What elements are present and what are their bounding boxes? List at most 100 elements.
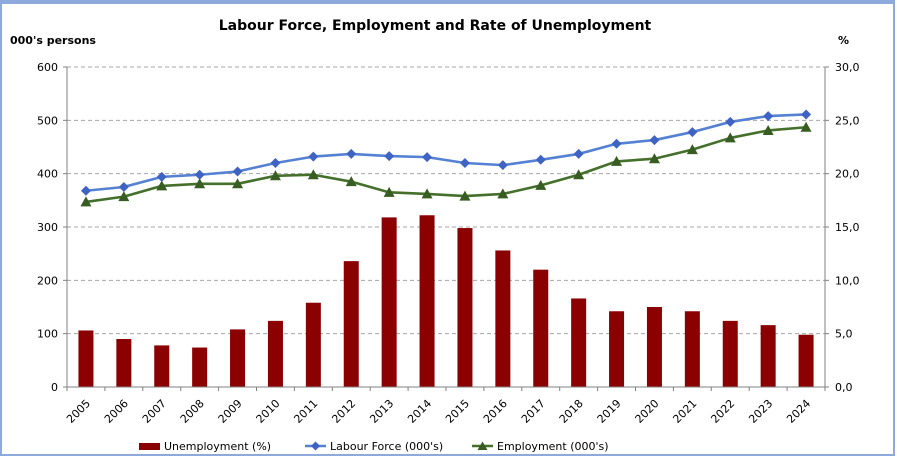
bar-2024 bbox=[798, 334, 814, 387]
employment-point-2008 bbox=[194, 178, 206, 189]
bar-2005 bbox=[78, 330, 94, 387]
x-label-2011: 2011 bbox=[291, 397, 320, 426]
labour-point-2011 bbox=[308, 151, 319, 162]
bar-2017 bbox=[533, 269, 549, 387]
x-label-2023: 2023 bbox=[746, 397, 775, 426]
bar-2016 bbox=[495, 250, 511, 387]
labour-point-2014 bbox=[422, 152, 433, 163]
right-axis-unit-label: % bbox=[838, 34, 850, 47]
x-label-2009: 2009 bbox=[216, 397, 245, 426]
bar-2015 bbox=[457, 228, 473, 387]
left-tick-100: 100 bbox=[37, 328, 58, 341]
labour-point-2024 bbox=[801, 109, 812, 120]
employment-point-2011 bbox=[307, 169, 319, 180]
legend-bar-swatch bbox=[139, 443, 160, 450]
labour-point-2018 bbox=[573, 148, 584, 159]
employment-point-2023 bbox=[762, 124, 774, 135]
labour-point-2009 bbox=[232, 166, 243, 177]
right-tick-15-0: 15,0 bbox=[835, 221, 860, 234]
bar-2021 bbox=[684, 311, 700, 387]
employment-point-2010 bbox=[269, 170, 281, 181]
employment-point-2018 bbox=[573, 169, 585, 180]
employment-point-2016 bbox=[497, 188, 509, 199]
employment-point-2022 bbox=[724, 132, 736, 143]
gridlines bbox=[67, 66, 825, 335]
right-tick-30-0: 30,0 bbox=[835, 61, 860, 74]
labour-point-2010 bbox=[270, 158, 281, 168]
employment-point-2019 bbox=[611, 155, 623, 166]
bar-2010 bbox=[267, 320, 283, 387]
right-tick-25-0: 25,0 bbox=[835, 114, 860, 127]
labour-point-2015 bbox=[459, 158, 470, 168]
x-label-2014: 2014 bbox=[405, 397, 434, 426]
x-label-2006: 2006 bbox=[102, 397, 131, 426]
labour-point-2021 bbox=[687, 127, 698, 138]
bar-2014 bbox=[419, 215, 435, 387]
bar-2012 bbox=[343, 261, 359, 387]
x-label-2016: 2016 bbox=[481, 397, 510, 426]
bar-2008 bbox=[192, 347, 208, 387]
bar-2011 bbox=[305, 302, 321, 387]
plot-area: 600 500 400 300 200 100 0 30,0 25,0 20,0 15,0 10,0 5… bbox=[37, 61, 860, 426]
left-tick-600: 600 bbox=[37, 61, 58, 74]
labour-point-2019 bbox=[611, 138, 622, 149]
labour-point-2006 bbox=[118, 182, 129, 192]
employment-point-2021 bbox=[686, 144, 698, 155]
employment-point-2009 bbox=[232, 178, 244, 189]
legend-item-labour: Labour Force (000's) bbox=[305, 438, 443, 454]
labour-point-2016 bbox=[497, 160, 508, 171]
bar-2018 bbox=[571, 298, 587, 387]
x-label-2024: 2024 bbox=[784, 397, 813, 426]
x-label-2012: 2012 bbox=[329, 397, 358, 426]
employment-point-2007 bbox=[156, 180, 168, 191]
left-axis-unit-label: 000's persons bbox=[10, 34, 96, 47]
axes bbox=[63, 66, 829, 391]
labour-point-2017 bbox=[535, 154, 546, 165]
employment-point-2024 bbox=[800, 121, 812, 132]
x-label-2022: 2022 bbox=[708, 397, 737, 426]
bar-2006 bbox=[116, 339, 132, 387]
right-tick-10-0: 10,0 bbox=[835, 274, 860, 287]
x-label-2013: 2013 bbox=[367, 397, 396, 426]
x-label-2008: 2008 bbox=[178, 397, 207, 426]
legend-label: Labour Force (000's) bbox=[330, 439, 444, 453]
labour-force-s--series bbox=[80, 109, 812, 196]
employment-point-2020 bbox=[648, 153, 660, 164]
right-tick-0-0: 0,0 bbox=[835, 381, 853, 394]
employment-s--series bbox=[80, 121, 812, 207]
left-tick-200: 200 bbox=[37, 274, 58, 287]
x-axis-labels: 2005 2006 2007 2008 2009 2010 2011 2012 2013 2014… bbox=[64, 397, 813, 426]
legend-diamond-icon bbox=[305, 441, 326, 451]
employment-point-2012 bbox=[345, 176, 357, 187]
x-label-2010: 2010 bbox=[254, 397, 283, 426]
left-axis-tick-labels: 600 500 400 300 200 100 0 bbox=[37, 61, 58, 394]
labour-point-2012 bbox=[346, 148, 357, 159]
right-tick-5-0: 5,0 bbox=[835, 328, 853, 341]
bar-2022 bbox=[722, 320, 738, 387]
labour-point-2013 bbox=[384, 151, 395, 162]
legend-label: Unemployment (%) bbox=[164, 439, 272, 453]
employment-point-2006 bbox=[118, 191, 130, 202]
left-tick-500: 500 bbox=[37, 114, 58, 127]
x-label-2017: 2017 bbox=[519, 397, 548, 426]
legend: Unemployment (%) Labour Force (000's) Empl… bbox=[2, 438, 897, 454]
bar-2023 bbox=[760, 325, 776, 387]
labour-point-2023 bbox=[763, 111, 774, 122]
x-label-2020: 2020 bbox=[633, 397, 662, 426]
x-label-2018: 2018 bbox=[557, 397, 586, 426]
right-tick-20-0: 20,0 bbox=[835, 168, 860, 181]
x-label-2005: 2005 bbox=[64, 397, 93, 426]
right-axis-tick-labels: 30,0 25,0 20,0 15,0 10,0 5,0 0,0 bbox=[835, 61, 860, 394]
labour-point-2008 bbox=[194, 169, 205, 180]
legend-item-unemployment: Unemployment (%) bbox=[139, 438, 271, 454]
x-label-2019: 2019 bbox=[595, 397, 624, 426]
bars-unemployment---- bbox=[78, 215, 814, 387]
bar-2007 bbox=[154, 345, 170, 387]
bar-2013 bbox=[381, 217, 397, 387]
employment-point-2013 bbox=[383, 186, 395, 197]
employment-point-2005 bbox=[80, 196, 92, 207]
x-label-2021: 2021 bbox=[670, 397, 699, 426]
labour-point-2022 bbox=[725, 116, 736, 127]
legend-label: Employment (000's) bbox=[497, 439, 609, 453]
